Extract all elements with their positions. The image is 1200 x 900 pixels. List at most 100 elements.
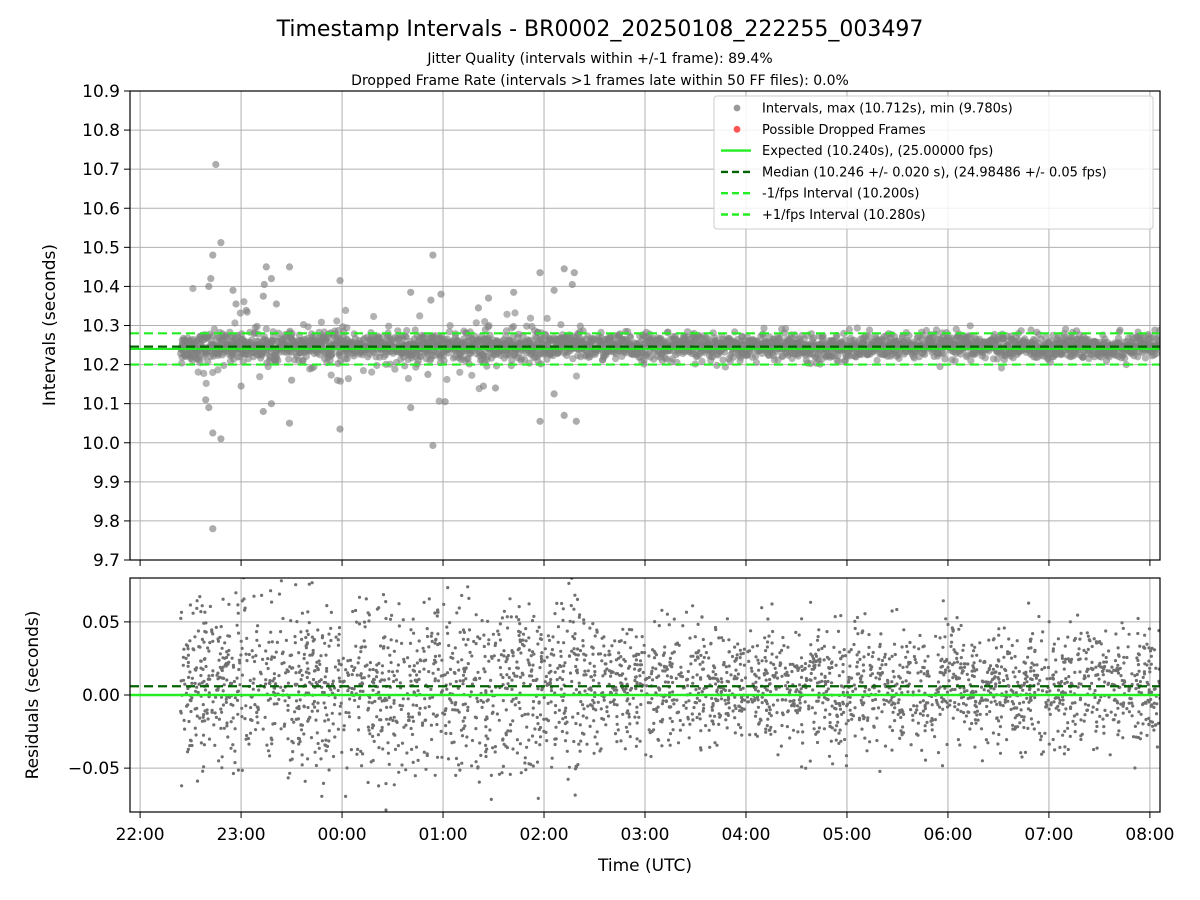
residual-point — [1025, 680, 1029, 684]
residual-point — [430, 631, 434, 635]
residual-point — [548, 663, 552, 668]
residual-point — [347, 715, 352, 719]
residual-point — [663, 680, 668, 684]
residual-point — [611, 699, 615, 704]
residual-point — [375, 663, 379, 667]
residual-point — [719, 677, 723, 681]
residual-point — [698, 662, 702, 666]
residual-point — [434, 714, 438, 719]
residual-point — [531, 764, 535, 768]
residual-point — [397, 770, 401, 774]
residual-point — [1078, 670, 1082, 674]
residual-point — [1088, 639, 1092, 643]
residual-point — [409, 679, 413, 683]
residual-point — [880, 658, 885, 663]
residual-point — [778, 663, 782, 668]
residual-point — [625, 730, 630, 734]
residual-point — [857, 650, 861, 654]
interval-point — [339, 323, 347, 331]
interval-point — [941, 355, 949, 363]
residual-point — [668, 656, 673, 661]
residual-point — [868, 663, 872, 668]
residual-point — [221, 597, 225, 601]
interval-outlier-point — [536, 417, 544, 425]
residual-point — [270, 640, 274, 644]
residual-point — [573, 593, 577, 597]
residual-point — [735, 653, 739, 657]
residual-point — [735, 676, 739, 680]
residual-point — [1085, 631, 1089, 635]
residual-point — [186, 664, 190, 668]
residual-point — [287, 695, 291, 700]
residual-point — [639, 663, 644, 667]
residual-point — [183, 727, 187, 731]
residual-point — [411, 703, 415, 707]
residual-point — [253, 728, 258, 732]
residual-point — [1143, 662, 1147, 666]
residual-point — [526, 658, 530, 662]
residual-point — [778, 661, 782, 665]
residual-point — [1125, 655, 1129, 660]
residual-point — [1030, 661, 1034, 665]
residual-point — [470, 764, 474, 768]
residual-point — [507, 667, 511, 671]
residual-point — [853, 734, 857, 738]
residual-point — [989, 700, 993, 704]
residual-point — [179, 679, 183, 683]
residual-point — [269, 736, 273, 740]
interval-point — [1141, 354, 1149, 362]
residual-point — [534, 740, 538, 745]
residual-point — [539, 637, 544, 642]
intervals-y-tick-label: 10.7 — [82, 160, 120, 180]
residual-point — [948, 703, 952, 707]
residual-point — [408, 673, 412, 677]
residual-point — [531, 699, 536, 704]
residual-point — [505, 615, 509, 619]
residual-point — [817, 663, 821, 667]
residual-point — [236, 631, 241, 635]
residual-point — [707, 728, 711, 732]
interval-outlier-point — [267, 275, 275, 283]
residual-point — [837, 731, 841, 735]
residual-point — [401, 704, 405, 708]
residual-point — [203, 610, 207, 614]
residual-point — [786, 680, 790, 684]
residual-point — [380, 728, 384, 733]
residual-point — [1045, 690, 1049, 694]
residual-point — [429, 723, 433, 727]
residual-point — [860, 727, 864, 731]
residual-point — [803, 662, 808, 666]
residual-point — [268, 681, 272, 686]
residual-point — [1014, 666, 1018, 670]
residual-point — [556, 625, 561, 629]
residual-point — [616, 728, 620, 732]
residual-point — [786, 710, 790, 714]
residual-point — [284, 638, 288, 643]
residual-point — [274, 682, 278, 686]
residual-point — [431, 671, 435, 675]
residual-point — [488, 728, 492, 732]
residual-point — [323, 675, 327, 679]
residual-point — [915, 704, 919, 708]
residual-point — [1072, 714, 1076, 718]
residual-point — [510, 687, 514, 692]
residual-point — [1021, 700, 1026, 704]
residual-point — [193, 726, 197, 730]
residual-point — [225, 724, 229, 728]
residual-point — [739, 652, 743, 656]
residual-point — [615, 688, 619, 692]
residual-point — [631, 696, 635, 700]
residual-point — [1145, 680, 1149, 685]
residual-point — [593, 634, 597, 638]
residual-point — [180, 784, 184, 788]
residual-point — [1116, 646, 1120, 650]
intervals-y-tick-label: 10.8 — [82, 121, 120, 141]
residual-point — [312, 637, 316, 642]
residual-point — [770, 602, 774, 606]
residual-point — [657, 624, 661, 628]
residual-point — [973, 718, 978, 722]
residual-point — [696, 622, 700, 627]
residual-point — [795, 711, 799, 715]
residual-point — [912, 654, 917, 659]
interval-outlier-point — [484, 294, 493, 302]
